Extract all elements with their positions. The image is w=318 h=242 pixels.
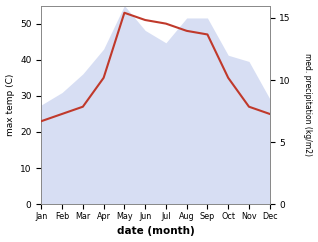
Y-axis label: med. precipitation (kg/m2): med. precipitation (kg/m2) [303,53,313,156]
Y-axis label: max temp (C): max temp (C) [5,74,15,136]
X-axis label: date (month): date (month) [117,227,194,236]
